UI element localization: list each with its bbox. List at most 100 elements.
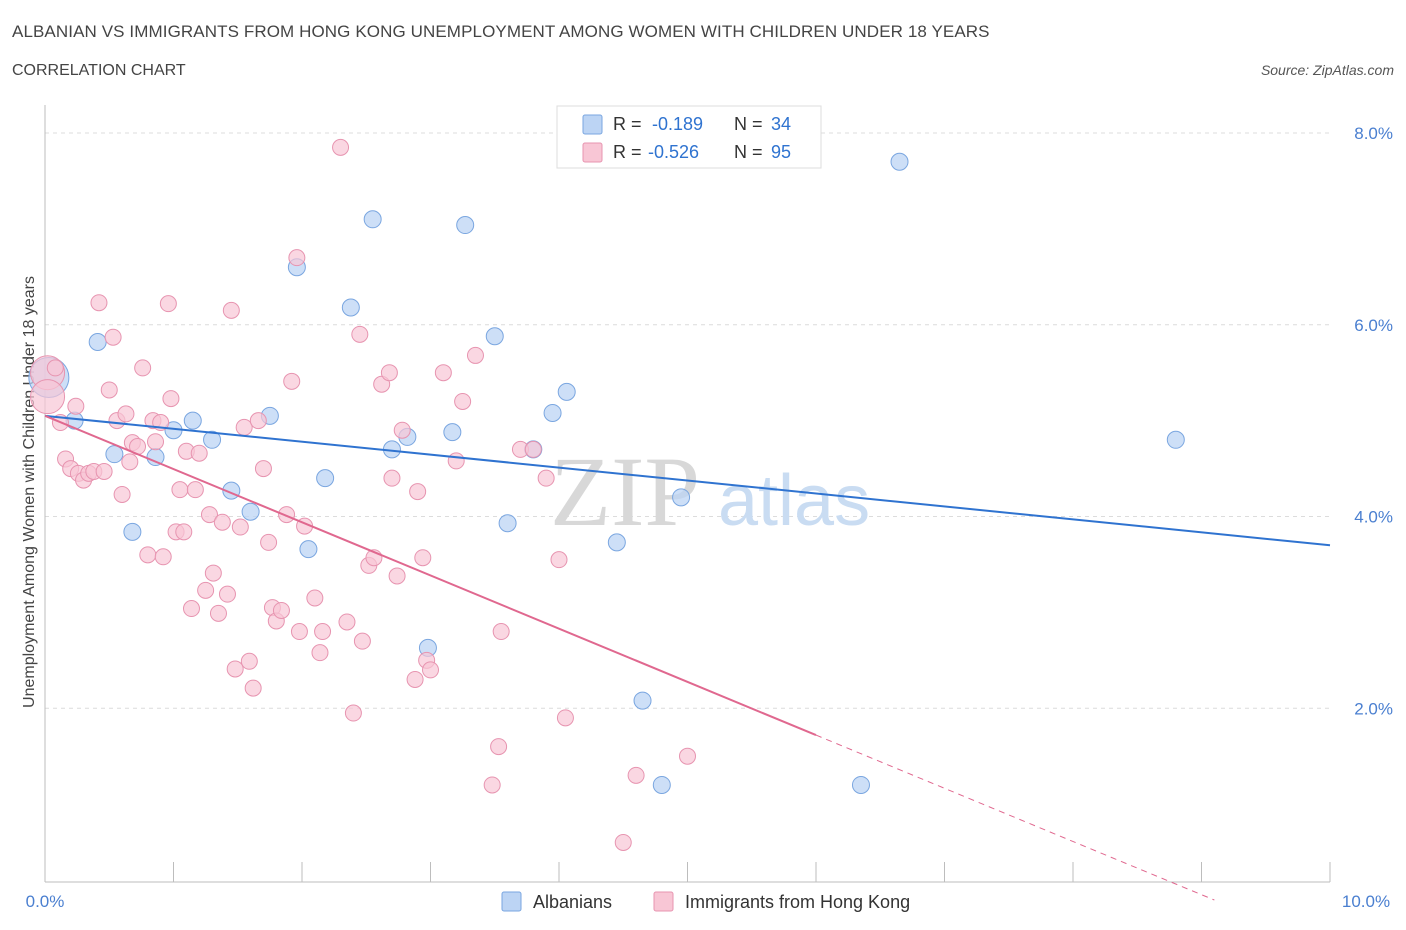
stats-r-value-albanians: -0.189 [652, 114, 703, 134]
source-label: Source: ZipAtlas.com [1260, 62, 1394, 78]
hong-kong-point [162, 390, 180, 408]
hong-kong-point [260, 533, 278, 551]
hong-kong-point [414, 549, 432, 567]
chart-title: ALBANIAN VS IMMIGRANTS FROM HONG KONG UN… [12, 22, 990, 41]
albanians-point [498, 514, 517, 533]
hong-kong-point [406, 670, 424, 688]
albanians-point [105, 445, 124, 464]
hong-kong-point [627, 766, 645, 784]
hong-kong-point [351, 325, 369, 343]
hong-kong-trendline [44, 414, 817, 737]
hong-kong-point [353, 632, 371, 650]
hong-kong-point [226, 660, 244, 678]
hong-kong-point [283, 372, 301, 390]
hong-kong-point [393, 421, 411, 439]
albanians-trendline [44, 414, 1331, 547]
hong-kong-point [235, 418, 253, 436]
hong-kong-point [447, 452, 465, 470]
hong-kong-point [422, 661, 439, 679]
hong-kong-point [454, 392, 472, 410]
stats-r-value-hong-kong: -0.526 [648, 142, 699, 162]
stats-legend-swatch-albanians [582, 114, 603, 135]
stats-legend-swatch-hong-kong [582, 142, 603, 163]
hong-kong-point [139, 546, 157, 564]
hong-kong-point [197, 581, 215, 599]
hong-kong-point [290, 623, 308, 641]
hong-kong-point [240, 652, 258, 670]
albanians-point [485, 327, 504, 346]
albanians-point [1166, 430, 1185, 449]
hong-kong-point [113, 485, 131, 503]
hong-kong-point [388, 567, 406, 585]
hong-kong-point [338, 613, 356, 631]
hong-kong-point [90, 294, 108, 312]
stats-n-label-albanians: N = [734, 114, 763, 134]
albanians-point [123, 522, 142, 541]
stats-legend: R = -0.189 N = 34 R = -0.526 N = 95 [556, 105, 822, 169]
hong-kong-point [550, 551, 568, 569]
albanians-point [299, 540, 318, 559]
watermark-atlas: atlas [718, 461, 870, 541]
watermark: ZIP atlas [550, 436, 870, 547]
hong-kong-point [186, 481, 204, 499]
albanians-point [456, 216, 475, 235]
hong-kong-point [159, 295, 177, 313]
hong-kong-point [218, 585, 236, 603]
hong-kong-point [380, 364, 398, 382]
hong-kong-point [288, 249, 306, 267]
albanians-point [203, 430, 222, 449]
hong-kong-point [154, 548, 172, 566]
albanians-point [652, 775, 671, 794]
hong-kong-point [490, 738, 508, 756]
hong-kong-point [95, 462, 113, 480]
hong-kong-point [314, 623, 332, 641]
y-tick-labels: 2.0% 4.0% 6.0% 8.0% [1354, 124, 1393, 718]
hong-kong-points [30, 138, 696, 851]
hong-kong-point [466, 346, 484, 364]
y-tick-label: 2.0% [1354, 699, 1393, 718]
albanians-point [543, 403, 562, 422]
legend-label-albanians: Albanians [533, 892, 612, 912]
hong-kong-point [117, 405, 135, 423]
y-axis-title: Unemployment Among Women with Children U… [21, 276, 38, 708]
albanians-point [851, 775, 870, 794]
hong-kong-point [383, 469, 401, 487]
stats-n-value-hong-kong: 95 [771, 142, 791, 162]
albanians-point [363, 210, 382, 229]
hong-kong-point [100, 381, 118, 399]
y-tick-label: 8.0% [1354, 124, 1393, 143]
hong-kong-point [200, 506, 218, 524]
hong-kong-point [524, 440, 542, 458]
hong-kong-point [492, 623, 510, 641]
hong-kong-point [134, 359, 152, 377]
x-ticks [44, 862, 1331, 882]
hong-kong-point [249, 412, 267, 430]
hong-kong-point [306, 589, 324, 607]
hong-kong-point [483, 776, 501, 794]
albanians-point [241, 502, 260, 521]
hong-kong-point [332, 138, 350, 156]
bottom-legend: Albanians Immigrants from Hong Kong [501, 891, 910, 912]
hong-kong-point [171, 481, 189, 499]
hong-kong-point [222, 301, 240, 319]
hong-kong-trendline-extension [815, 734, 1215, 901]
legend-swatch-hong-kong [653, 891, 674, 912]
albanians-point [890, 152, 909, 171]
hong-kong-point [556, 709, 574, 727]
hong-kong-point [537, 469, 555, 487]
hong-kong-point [121, 453, 139, 471]
legend-label-hong-kong: Immigrants from Hong Kong [685, 892, 910, 912]
albanians-point [607, 533, 626, 552]
hong-kong-point [272, 601, 290, 619]
stats-n-label-hong-kong: N = [734, 142, 763, 162]
hong-kong-point [67, 397, 85, 415]
hong-kong-point [254, 460, 272, 478]
hong-kong-point [679, 747, 696, 765]
stats-n-value-albanians: 34 [771, 114, 791, 134]
hong-kong-point [209, 604, 227, 622]
albanians-point [672, 488, 691, 507]
trendlines [44, 414, 1331, 901]
hong-kong-point [147, 433, 165, 451]
x-tick-label-min: 0.0% [26, 892, 65, 911]
